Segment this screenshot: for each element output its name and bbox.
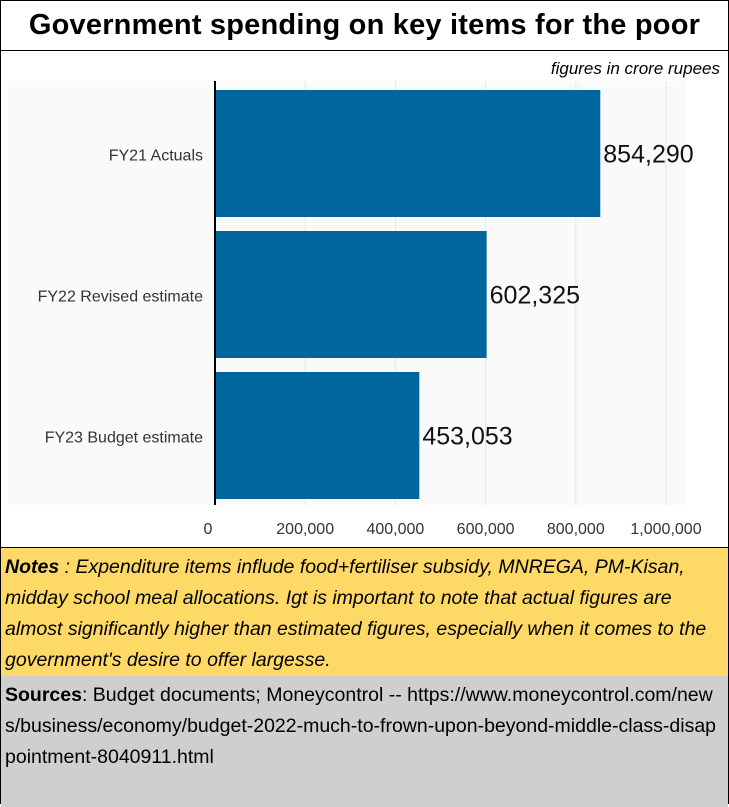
bar xyxy=(215,231,487,358)
bar-value-label: 602,325 xyxy=(490,282,580,310)
category-label: FY23 Budget estimate xyxy=(45,430,203,447)
notes-text: : Expenditure items influde food+fertili… xyxy=(5,556,707,671)
bar-chart: 854,290 FY21 Actuals 602,325 FY22 Revised e… xyxy=(1,81,728,547)
x-tick-label: 400,000 xyxy=(366,521,424,538)
sources-box: Sources: Budget documents; Moneycontrol … xyxy=(1,676,728,807)
bar-value-label: 854,290 xyxy=(603,141,693,169)
bar-value-label: 453,053 xyxy=(422,423,512,451)
page-title: Government spending on key items for the… xyxy=(1,1,728,51)
x-tick-label: 0 xyxy=(204,521,213,538)
category-label: FY21 Actuals xyxy=(109,148,203,165)
x-tick-label: 200,000 xyxy=(276,521,334,538)
sources-text: : Budget documents; Moneycontrol -- http… xyxy=(5,684,717,768)
chart-svg: 854,290 FY21 Actuals 602,325 FY22 Revised e… xyxy=(7,81,702,538)
x-tick-label: 800,000 xyxy=(547,521,605,538)
bar xyxy=(215,372,420,499)
x-tick-label: 1,000,000 xyxy=(630,521,701,538)
category-label: FY22 Revised estimate xyxy=(38,289,204,306)
x-tick-label: 600,000 xyxy=(457,521,515,538)
notes-box: Notes : Expenditure items influde food+f… xyxy=(1,547,728,681)
notes-label: Notes xyxy=(5,556,60,578)
units-note: figures in crore rupees xyxy=(550,59,720,78)
bar xyxy=(215,90,601,217)
sources-label: Sources xyxy=(5,684,82,706)
